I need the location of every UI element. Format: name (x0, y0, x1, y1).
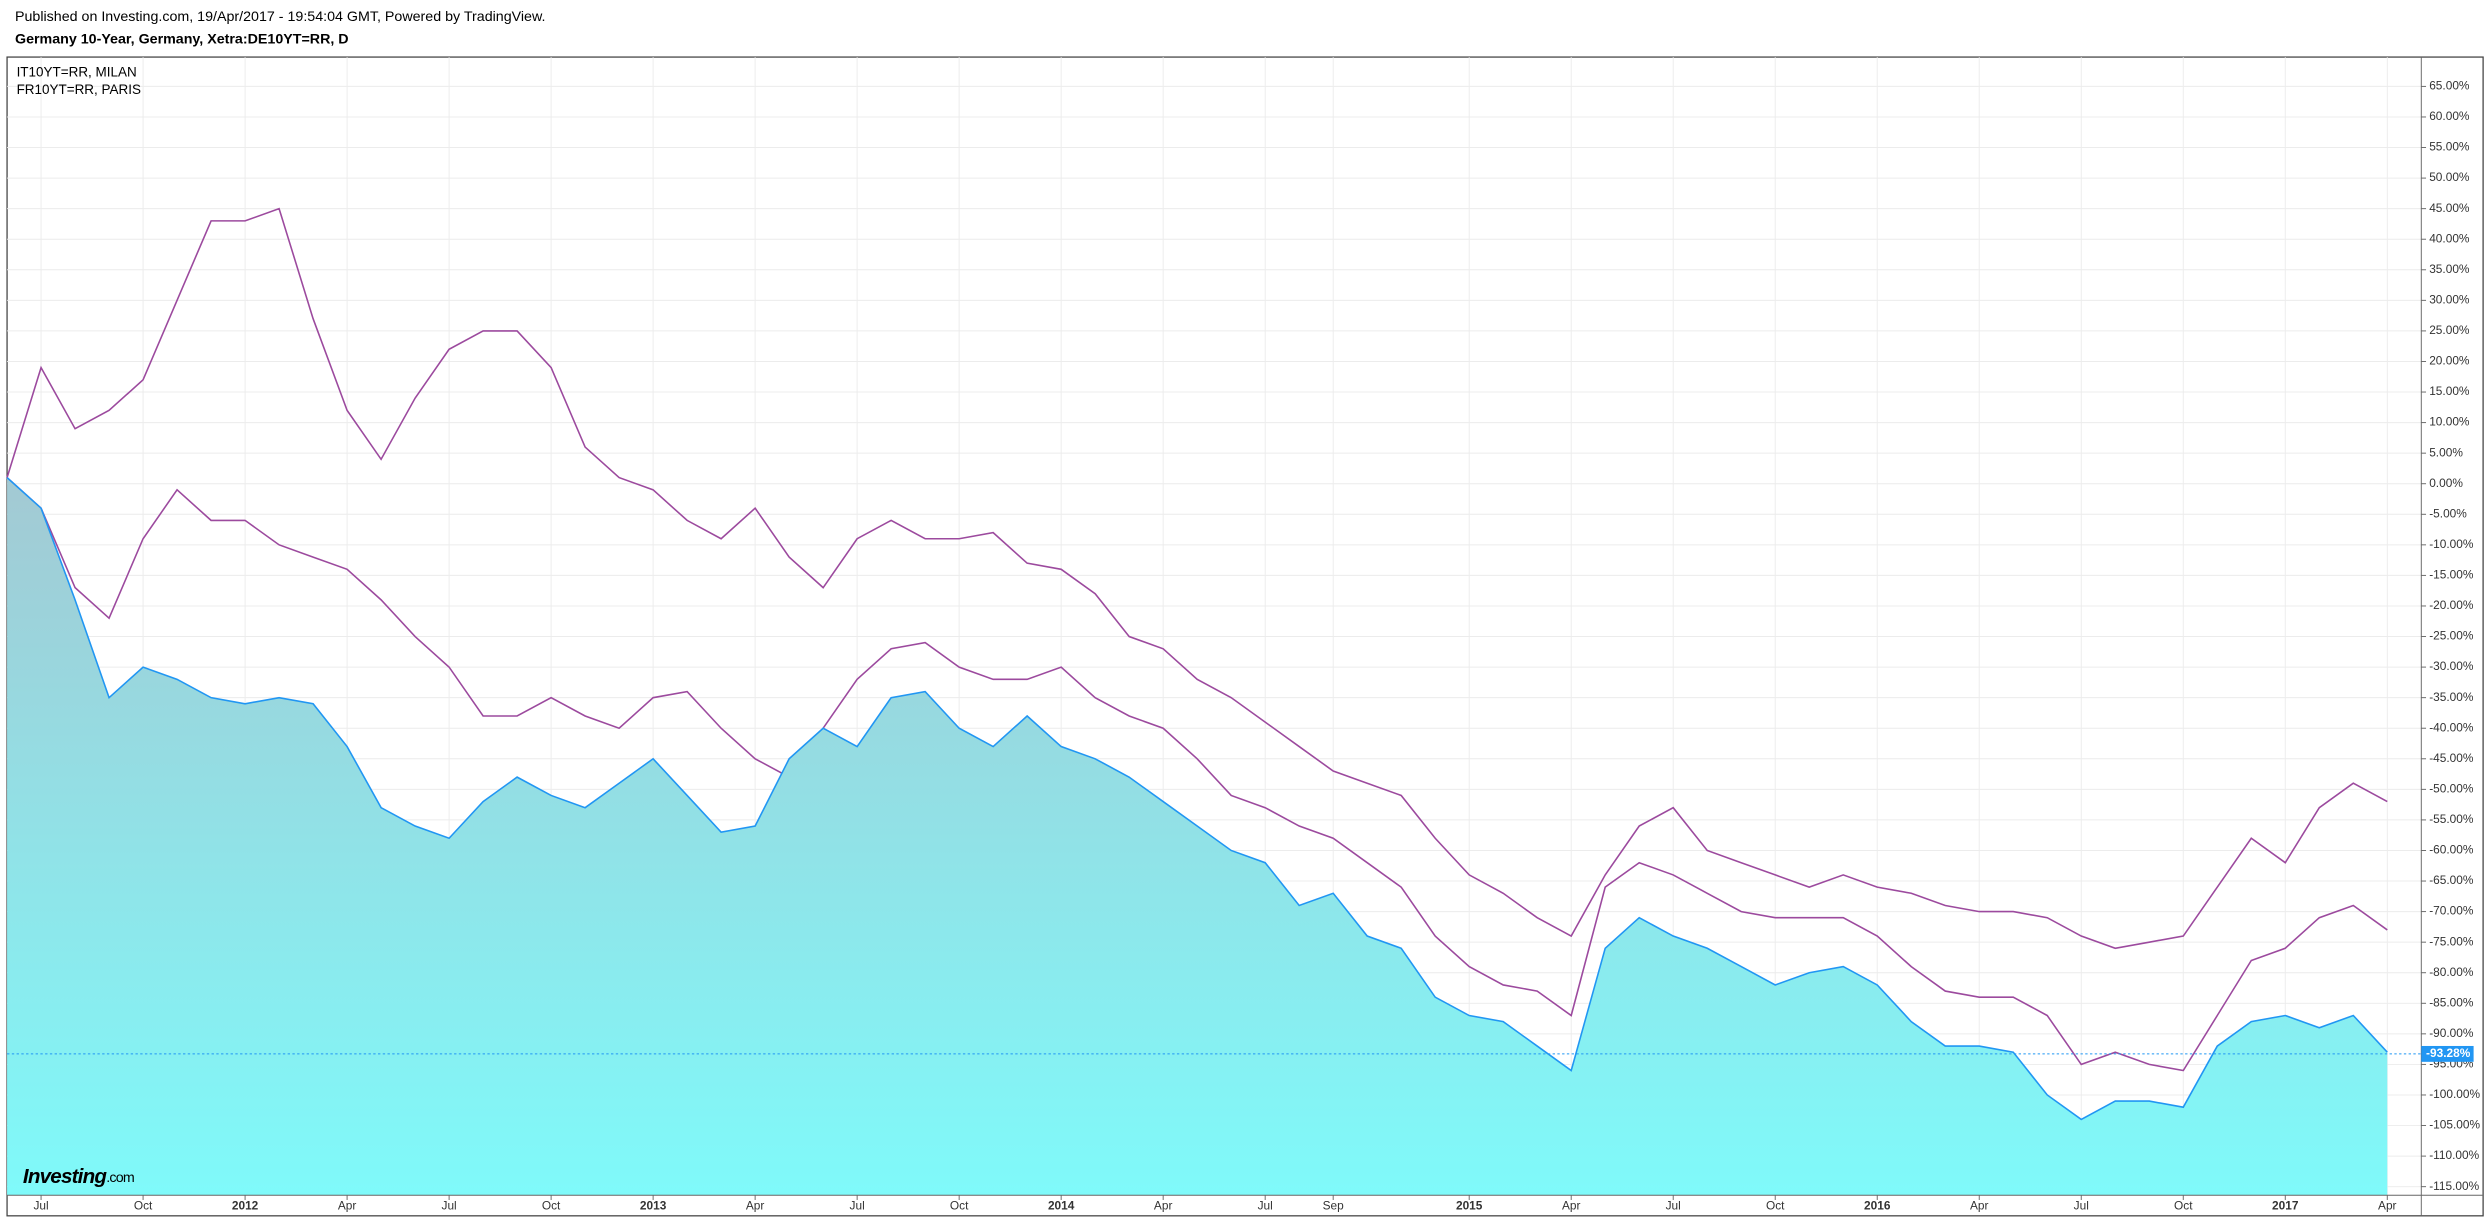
y-tick-label: 45.00% (2429, 201, 2470, 215)
y-tick-label: -75.00% (2429, 934, 2474, 948)
x-tick-label: Oct (2174, 1198, 2193, 1212)
y-tick-label: -105.00% (2429, 1118, 2480, 1132)
area-fill (7, 477, 2388, 1196)
header: Published on Investing.com, 19/Apr/2017 … (15, 9, 545, 25)
y-tick-label: -50.00% (2429, 781, 2474, 795)
x-tick-label: Jul (442, 1198, 457, 1212)
x-tick-label: 2015 (1456, 1198, 1483, 1212)
x-tick-label: 2014 (1048, 1198, 1075, 1212)
legend-entry: IT10YT=RR, MILAN (17, 64, 137, 79)
x-tick-label: Apr (746, 1198, 765, 1212)
chart-title: Germany 10-Year, Germany, Xetra:DE10YT=R… (15, 31, 349, 47)
y-tick-label: 50.00% (2429, 170, 2470, 184)
y-tick-label: -100.00% (2429, 1087, 2480, 1101)
x-tick-label: Jul (1666, 1198, 1681, 1212)
y-tick-label: -55.00% (2429, 812, 2474, 826)
x-tick-label: Apr (2378, 1198, 2397, 1212)
y-tick-label: 35.00% (2429, 262, 2470, 276)
x-tick-label: Apr (1154, 1198, 1173, 1212)
y-tick-label: -35.00% (2429, 690, 2474, 704)
x-tick-label: 2012 (232, 1198, 259, 1212)
logo: Investing.com (23, 1165, 134, 1188)
series-line (6, 477, 2388, 1072)
y-tick-label: 15.00% (2429, 384, 2470, 398)
x-tick-label: 2013 (640, 1198, 667, 1212)
x-tick-label: Oct (542, 1198, 561, 1212)
y-tick-label: -90.00% (2429, 1026, 2474, 1040)
last-price-box (2421, 1045, 2474, 1062)
x-tick-label: Jul (1258, 1198, 1273, 1212)
y-tick-label: -115.00% (2429, 1179, 2479, 1193)
y-tick-label: -15.00% (2429, 568, 2474, 582)
series-line (6, 207, 2388, 950)
x-tick-label: Oct (1766, 1198, 1785, 1212)
y-tick-label: -70.00% (2429, 904, 2474, 918)
y-tick-label: 5.00% (2429, 445, 2463, 459)
y-tick-label: -10.00% (2429, 537, 2474, 551)
legend-entry: FR10YT=RR, PARIS (17, 82, 141, 97)
x-tick-label: Apr (1970, 1198, 1989, 1212)
x-tick-label: Jul (850, 1198, 865, 1212)
y-tick-label: 65.00% (2429, 79, 2470, 93)
x-tick-label: 2016 (1864, 1198, 1891, 1212)
y-tick-label: 60.00% (2429, 109, 2470, 123)
x-tick-label: Oct (950, 1198, 969, 1212)
y-tick-label: -40.00% (2429, 720, 2474, 734)
logo-text: Investing (23, 1165, 107, 1188)
y-tick-label: -80.00% (2429, 965, 2474, 979)
y-tick-label: -30.00% (2429, 659, 2474, 673)
x-tick-label: 2017 (2272, 1198, 2299, 1212)
x-tick-label: Sep (1323, 1198, 1345, 1212)
y-tick-label: -110.00% (2429, 1148, 2479, 1162)
y-tick-label: 20.00% (2429, 354, 2470, 368)
y-tick-label: 10.00% (2429, 415, 2470, 429)
y-tick-label: 25.00% (2429, 323, 2470, 337)
x-tick-label: Oct (134, 1198, 153, 1212)
series-line (6, 477, 2388, 1121)
logo-suffix: .com (106, 1170, 134, 1186)
y-tick-label: 55.00% (2429, 140, 2470, 154)
y-tick-label: 40.00% (2429, 231, 2470, 245)
y-tick-label: 30.00% (2429, 292, 2470, 306)
y-tick-label: -60.00% (2429, 843, 2474, 857)
x-tick-label: Apr (1562, 1198, 1581, 1212)
x-tick-label: Apr (338, 1198, 357, 1212)
y-tick-label: -20.00% (2429, 598, 2474, 612)
last-price-label: -93.28% (2426, 1046, 2471, 1060)
x-tick-label: Jul (33, 1198, 48, 1212)
y-tick-label: -65.00% (2429, 873, 2474, 887)
y-tick-label: -45.00% (2429, 751, 2474, 765)
y-tick-label: -85.00% (2429, 995, 2474, 1009)
x-tick-label: Jul (2074, 1198, 2089, 1212)
y-tick-label: -5.00% (2429, 506, 2467, 520)
y-tick-label: -25.00% (2429, 629, 2474, 643)
y-tick-label: 0.00% (2429, 476, 2463, 490)
